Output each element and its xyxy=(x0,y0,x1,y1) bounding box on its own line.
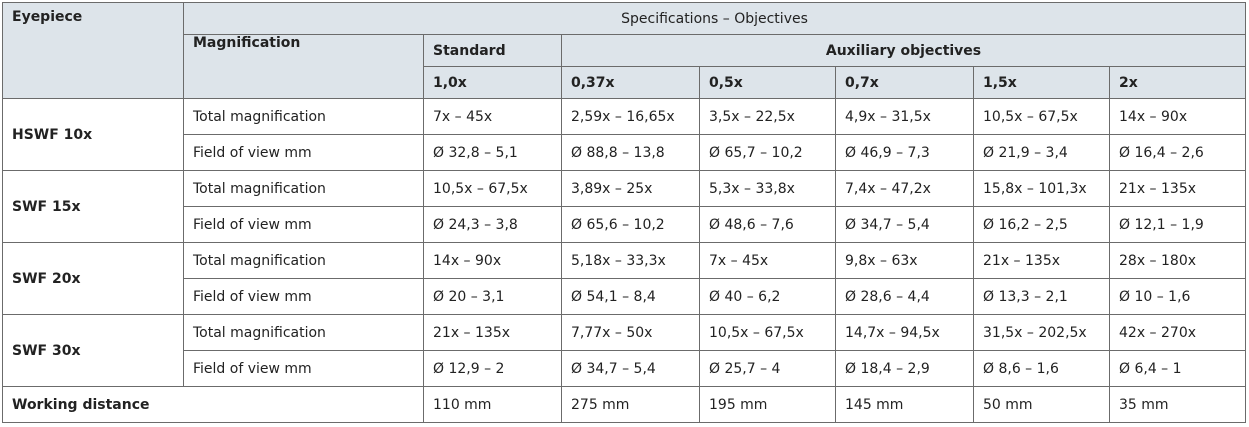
value-cell: Ø 40 – 6,2 xyxy=(699,278,836,315)
value-cell: Ø 16,2 – 2,5 xyxy=(973,206,1110,243)
eyepiece-cell: SWF 20x xyxy=(2,242,184,315)
value-cell: Ø 21,9 – 3,4 xyxy=(973,134,1110,171)
value-cell: Ø 34,7 – 5,4 xyxy=(835,206,974,243)
row-label: Working distance xyxy=(2,386,424,423)
value-cell: 50 mm xyxy=(973,386,1110,423)
value-cell: Ø 20 – 3,1 xyxy=(423,278,562,315)
value-cell: 21x – 135x xyxy=(973,242,1110,279)
row-label: Field of view mm xyxy=(183,134,424,171)
value-cell: Ø 32,8 – 5,1 xyxy=(423,134,562,171)
value-cell: Ø 6,4 – 1 xyxy=(1108,350,1247,387)
value-cell: 2,59x – 16,65x xyxy=(561,98,700,135)
value-cell: 21x – 135x xyxy=(423,314,562,351)
value-cell: 5,18x – 33,3x xyxy=(561,242,700,279)
table-row: SWF 30x Total magnification 21x – 135x 7,77… xyxy=(2,314,1247,387)
value-cell: Ø 10 – 1,6 xyxy=(1108,278,1247,315)
value-cell: 15,8x – 101,3x xyxy=(973,170,1110,207)
table-row: Magnification Standard Auxiliary objective… xyxy=(3,34,1247,99)
header-cell: Magnification xyxy=(183,34,424,99)
table-row: 1,0x 0,37x 0,5x 0,7x 1,5x 2x xyxy=(3,66,1247,99)
objective-header: 1,0x xyxy=(423,66,562,99)
value-cell: Ø 34,7 – 5,4 xyxy=(561,350,700,387)
objective-header: 0,7x xyxy=(835,66,974,99)
row-label: Field of view mm xyxy=(183,350,424,387)
value-cell: Ø 12,9 – 2 xyxy=(423,350,562,387)
objective-header: 2x xyxy=(1108,66,1247,99)
value-cell: 28x – 180x xyxy=(1108,242,1247,279)
value-cell: 7x – 45x xyxy=(699,242,836,279)
value-cell: 35 mm xyxy=(1108,386,1247,423)
value-cell: Ø 65,7 – 10,2 xyxy=(699,134,836,171)
value-cell: 10,5x – 67,5x xyxy=(973,98,1110,135)
value-cell: 4,9x – 31,5x xyxy=(835,98,974,135)
table-row: Field of view mm Ø 32,8 – 5,1 Ø 88,8 – 13,… xyxy=(3,134,1247,171)
table-row: Field of view mm Ø 24,3 – 3,8 Ø 65,6 – 10,… xyxy=(3,206,1247,243)
value-cell: Ø 25,7 – 4 xyxy=(699,350,836,387)
value-cell: 21x – 135x xyxy=(1108,170,1247,207)
objective-header: 0,37x xyxy=(561,66,700,99)
row-label: Field of view mm xyxy=(183,206,424,243)
value-cell: 9,8x – 63x xyxy=(835,242,974,279)
value-cell: 42x – 270x xyxy=(1108,314,1247,351)
table-row: Field of view mm Ø 20 – 3,1 Ø 54,1 – 8,4 Ø … xyxy=(3,278,1247,315)
value-cell: Ø 24,3 – 3,8 xyxy=(423,206,562,243)
value-cell: Ø 54,1 – 8,4 xyxy=(561,278,700,315)
value-cell: 14,7x – 94,5x xyxy=(835,314,974,351)
value-cell: 10,5x – 67,5x xyxy=(423,170,562,207)
objective-header: 0,5x xyxy=(699,66,836,99)
value-cell: 7,77x – 50x xyxy=(561,314,700,351)
value-cell: 3,89x – 25x xyxy=(561,170,700,207)
header-cell: Specifications – Objectives xyxy=(182,2,1247,35)
value-cell: 14x – 90x xyxy=(423,242,562,279)
eyepiece-cell: HSWF 10x xyxy=(2,98,184,171)
value-cell: Ø 13,3 – 2,1 xyxy=(973,278,1110,315)
table-row: Working distance 110 mm 275 mm 195 mm 145 mm… xyxy=(2,386,1247,423)
eyepiece-cell: SWF 30x xyxy=(2,314,184,387)
header-cell: Standard xyxy=(423,34,562,67)
eyepiece-cell: SWF 15x xyxy=(2,170,184,243)
value-cell: Ø 12,1 – 1,9 xyxy=(1108,206,1247,243)
row-label: Total magnification xyxy=(183,98,424,135)
row-label: Field of view mm xyxy=(183,278,424,315)
objective-header: 1,5x xyxy=(973,66,1110,99)
row-label: Total magnification xyxy=(183,314,424,351)
value-cell: 7x – 45x xyxy=(423,98,562,135)
table-row: Eyepiece Specifications – Objectives xyxy=(2,2,1247,99)
value-cell: Ø 65,6 – 10,2 xyxy=(561,206,700,243)
header-cell: Auxiliary objectives xyxy=(560,34,1247,67)
table-row: SWF 15x Total magnification 10,5x – 67,5x 3… xyxy=(2,170,1247,243)
value-cell: 3,5x – 22,5x xyxy=(699,98,836,135)
value-cell: 31,5x – 202,5x xyxy=(973,314,1110,351)
table-row: SWF 20x Total magnification 14x – 90x 5,18x… xyxy=(2,242,1247,315)
value-cell: 7,4x – 47,2x xyxy=(835,170,974,207)
value-cell: 110 mm xyxy=(423,386,562,423)
row-label: Total magnification xyxy=(183,170,424,207)
value-cell: 10,5x – 67,5x xyxy=(699,314,836,351)
value-cell: 145 mm xyxy=(835,386,974,423)
value-cell: Ø 88,8 – 13,8 xyxy=(561,134,700,171)
header-cell: Eyepiece xyxy=(2,2,184,99)
value-cell: Ø 16,4 – 2,6 xyxy=(1108,134,1247,171)
value-cell: 275 mm xyxy=(561,386,700,423)
value-cell: 195 mm xyxy=(699,386,836,423)
value-cell: Ø 18,4 – 2,9 xyxy=(835,350,974,387)
value-cell: Ø 46,9 – 7,3 xyxy=(835,134,974,171)
value-cell: Ø 48,6 – 7,6 xyxy=(699,206,836,243)
value-cell: Ø 8,6 – 1,6 xyxy=(973,350,1110,387)
table-row: HSWF 10x Total magnification 7x – 45x 2,59x… xyxy=(2,98,1247,171)
value-cell: 14x – 90x xyxy=(1108,98,1247,135)
value-cell: Ø 28,6 – 4,4 xyxy=(835,278,974,315)
row-label: Total magnification xyxy=(183,242,424,279)
value-cell: 5,3x – 33,8x xyxy=(699,170,836,207)
